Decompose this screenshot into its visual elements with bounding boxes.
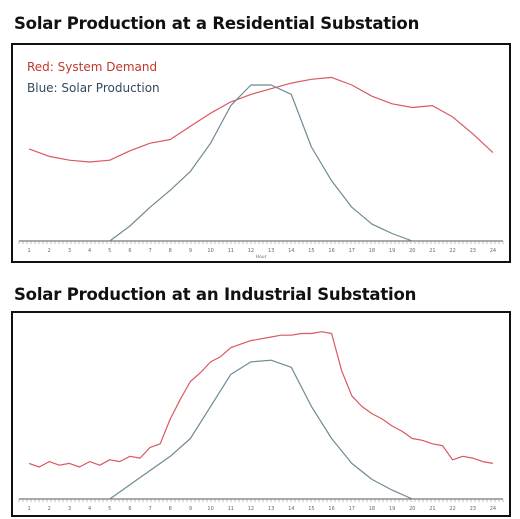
system-demand-line bbox=[28, 76, 494, 163]
x-tick-label: 19 bbox=[389, 506, 395, 512]
legend-system-demand: Red: System Demand bbox=[27, 60, 158, 74]
x-tick-label: 19 bbox=[389, 248, 395, 254]
x-tick-label: 2 bbox=[48, 506, 51, 512]
x-tick-label: 13 bbox=[268, 248, 274, 254]
residential-chart-svg: 1 2 3 4 5 6 7 8 9 10 11 12 13 14 15 16 17 18 19 20 21 22 23 24H… bbox=[18, 76, 504, 260]
chart-title-industrial: Solar Production at an Industrial Substa… bbox=[14, 285, 417, 304]
x-tick-label: 15 bbox=[308, 506, 314, 512]
industrial-chart-svg: 1 2 3 4 5 6 7 8 9 10 11 12 13 14 15 16 17 18 19 20 21 22 23 24 bbox=[18, 331, 504, 512]
chart-panel-industrial: 1 2 3 4 5 6 7 8 9 10 11 12 13 14 15 16 17 18 19 20 21 22 23 24 bbox=[11, 311, 511, 517]
x-tick-label: 15 bbox=[308, 248, 314, 254]
legend-solar-production: Blue: Solar Production bbox=[27, 81, 160, 95]
x-axis-label: Hour bbox=[256, 254, 267, 260]
x-tick-label: 5 bbox=[108, 248, 111, 254]
x-tick-label: 3 bbox=[68, 248, 71, 254]
x-tick-label: 1 bbox=[27, 248, 30, 254]
x-tick-label: 22 bbox=[449, 248, 455, 254]
x-tick-label: 11 bbox=[228, 506, 234, 512]
x-tick-label: 18 bbox=[369, 506, 375, 512]
system-demand-line bbox=[28, 331, 494, 468]
x-tick-label: 22 bbox=[449, 506, 455, 512]
x-tick-label: 18 bbox=[369, 248, 375, 254]
chart-panel-residential: 1 2 3 4 5 6 7 8 9 10 11 12 13 14 15 16 17 18 19 20 21 22 23 24 H… bbox=[11, 43, 511, 263]
x-tick-label: 13 bbox=[268, 506, 274, 512]
x-tick-label: 17 bbox=[349, 506, 355, 512]
solar-production-line bbox=[109, 359, 413, 500]
x-tick-label: 6 bbox=[128, 506, 131, 512]
x-tick-label: 10 bbox=[207, 248, 213, 254]
x-tick-label: 5 bbox=[108, 506, 111, 512]
x-tick-label: 4 bbox=[88, 506, 91, 512]
x-tick-label: 24 bbox=[490, 248, 496, 254]
chart-title-residential: Solar Production at a Residential Substa… bbox=[14, 14, 420, 33]
x-tick-label: 9 bbox=[189, 248, 192, 254]
x-tick-label: 2 bbox=[48, 248, 51, 254]
x-tick-label: 7 bbox=[148, 506, 151, 512]
x-tick-label: 16 bbox=[328, 506, 334, 512]
x-tick-label: 12 bbox=[248, 506, 254, 512]
x-tick-label: 21 bbox=[429, 506, 435, 512]
x-tick-label: 4 bbox=[88, 248, 91, 254]
x-tick-label: 16 bbox=[328, 248, 334, 254]
x-tick-label: 11 bbox=[228, 248, 234, 254]
x-tick-label: 6 bbox=[128, 248, 131, 254]
x-tick-label: 23 bbox=[470, 248, 476, 254]
solar-production-line bbox=[109, 84, 413, 242]
x-tick-label: 1 bbox=[27, 506, 30, 512]
x-tick-label: 20 bbox=[409, 506, 415, 512]
x-tick-label: 14 bbox=[288, 506, 294, 512]
x-tick-label: 3 bbox=[68, 506, 71, 512]
x-tick-label: 8 bbox=[169, 506, 172, 512]
x-tick-label: 21 bbox=[429, 248, 435, 254]
x-tick-label: 20 bbox=[409, 248, 415, 254]
x-tick-label: 17 bbox=[349, 248, 355, 254]
x-tick-label: 12 bbox=[248, 248, 254, 254]
x-tick-label: 24 bbox=[490, 506, 496, 512]
x-tick-label: 14 bbox=[288, 248, 294, 254]
x-tick-label: 10 bbox=[207, 506, 213, 512]
x-tick-label: 23 bbox=[470, 506, 476, 512]
x-tick-label: 7 bbox=[148, 248, 151, 254]
x-tick-label: 8 bbox=[169, 248, 172, 254]
x-tick-label: 9 bbox=[189, 506, 192, 512]
